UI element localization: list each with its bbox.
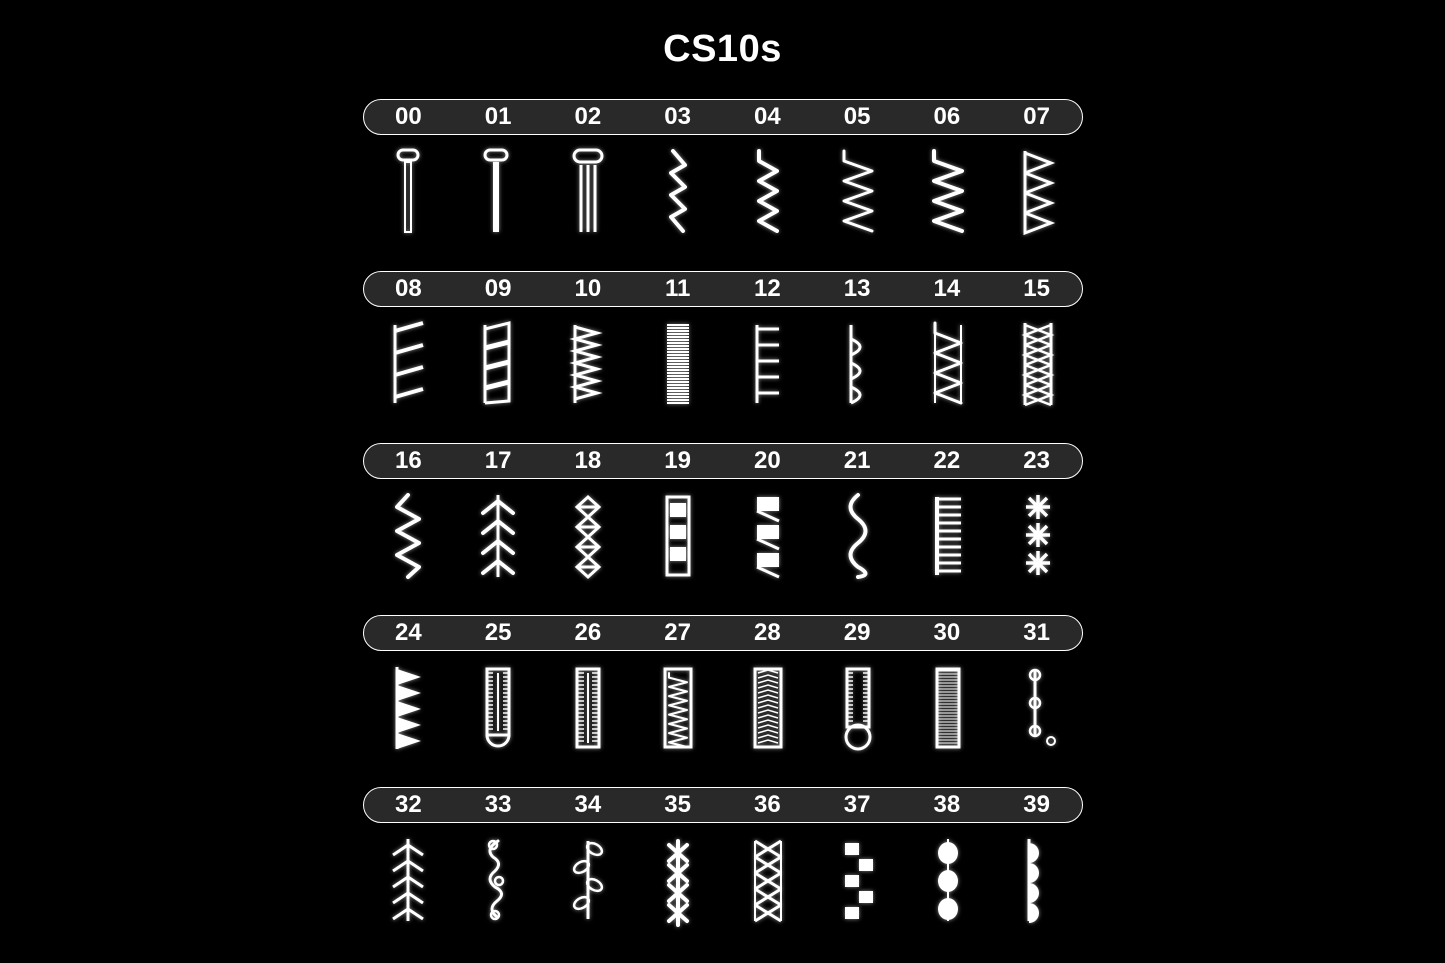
stitch-number-23: 23 — [992, 447, 1082, 475]
stitch-icon-blind-hem — [813, 315, 903, 415]
icons-bar-3 — [363, 659, 1083, 759]
stitch-number-33: 33 — [453, 791, 543, 819]
stitch-icon-overcast-loop — [453, 315, 543, 415]
stitch-icon-lattice-cross — [723, 831, 813, 931]
stitch-icon-buttonhole-zigzag — [633, 659, 723, 759]
stitch-icon-double-overlock — [903, 315, 993, 415]
stitch-row-3: 2425262728293031 — [363, 615, 1083, 759]
stitch-number-29: 29 — [812, 619, 902, 647]
stitch-icon-buttonhole-stretch — [723, 659, 813, 759]
icons-bar-1 — [363, 315, 1083, 415]
stitch-icon-serpentine — [813, 487, 903, 587]
stitch-number-06: 06 — [902, 103, 992, 131]
stitch-icon-step-blocks — [813, 831, 903, 931]
stitch-number-37: 37 — [812, 791, 902, 819]
header-bar-2: 1617181920212223 — [363, 443, 1083, 479]
stitch-icon-button-sew — [993, 659, 1083, 759]
stitch-row-4: 3233343536373839 — [363, 787, 1083, 931]
stitch-number-19: 19 — [633, 447, 723, 475]
chart-title: CS10s — [663, 28, 782, 71]
stitch-number-15: 15 — [992, 275, 1082, 303]
stitch-icon-buttonhole-bar — [903, 659, 993, 759]
stitch-number-02: 02 — [543, 103, 633, 131]
stitch-number-05: 05 — [812, 103, 902, 131]
stitch-number-32: 32 — [364, 791, 454, 819]
stitch-number-35: 35 — [633, 791, 723, 819]
stitch-number-25: 25 — [453, 619, 543, 647]
stitch-row-0: 0001020304050607 — [363, 99, 1083, 243]
icons-bar-0 — [363, 143, 1083, 243]
header-bar-1: 0809101112131415 — [363, 271, 1083, 307]
stitch-number-01: 01 — [453, 103, 543, 131]
stitch-number-00: 00 — [364, 103, 454, 131]
stitch-number-34: 34 — [543, 791, 633, 819]
stitch-number-28: 28 — [723, 619, 813, 647]
stitch-icon-buttonhole-square — [543, 659, 633, 759]
stitch-number-39: 39 — [992, 791, 1082, 819]
stitch-icon-satin-dense — [633, 315, 723, 415]
stitch-number-30: 30 — [902, 619, 992, 647]
stitch-icon-feather-edge — [543, 315, 633, 415]
stitch-icon-cross-chain — [633, 831, 723, 931]
stitch-number-09: 09 — [453, 275, 543, 303]
stitch-chart: 0001020304050607 0809101112131415 16171819… — [363, 99, 1083, 931]
stitch-icon-ladder-open — [723, 315, 813, 415]
stitch-number-38: 38 — [902, 791, 992, 819]
stitch-number-07: 07 — [992, 103, 1082, 131]
stitch-number-13: 13 — [812, 275, 902, 303]
stitch-number-20: 20 — [723, 447, 813, 475]
stitch-number-16: 16 — [364, 447, 454, 475]
stitch-number-27: 27 — [633, 619, 723, 647]
stitch-icon-zigzag-lightning — [633, 143, 723, 243]
stitch-icon-zigzag-narrow — [723, 143, 813, 243]
stitch-number-11: 11 — [633, 275, 723, 303]
stitch-icon-triangle-border — [993, 315, 1083, 415]
stitch-icon-leaf-branch — [543, 831, 633, 931]
stitch-icon-asterisks — [993, 487, 1083, 587]
stitch-number-08: 08 — [364, 275, 454, 303]
stitch-icon-straight-left — [453, 143, 543, 243]
stitch-icon-buttonhole-round — [453, 659, 543, 759]
stitch-number-36: 36 — [723, 791, 813, 819]
stitch-number-04: 04 — [723, 103, 813, 131]
stitch-icon-triangle-fill — [363, 659, 453, 759]
stitch-icon-straight-center — [363, 143, 453, 243]
stitch-icon-scroll-vine — [453, 831, 543, 931]
stitch-icon-zigzag-wide — [903, 143, 993, 243]
stitch-number-26: 26 — [543, 619, 633, 647]
icons-bar-2 — [363, 487, 1083, 587]
stitch-icon-cross-diamond — [543, 487, 633, 587]
stitch-number-31: 31 — [992, 619, 1082, 647]
stitch-icon-ric-rac — [363, 487, 453, 587]
stitch-icon-comb-edge — [903, 487, 993, 587]
stitch-number-03: 03 — [633, 103, 723, 131]
header-bar-0: 0001020304050607 — [363, 99, 1083, 135]
stitch-icon-straight-triple — [543, 143, 633, 243]
stitch-number-14: 14 — [902, 275, 992, 303]
header-bar-4: 3233343536373839 — [363, 787, 1083, 823]
stitch-number-12: 12 — [723, 275, 813, 303]
icons-bar-4 — [363, 831, 1083, 931]
stitch-number-18: 18 — [543, 447, 633, 475]
stitch-icon-pine-branch — [363, 831, 453, 931]
stitch-number-22: 22 — [902, 447, 992, 475]
stitch-icon-chevron-tree — [453, 487, 543, 587]
stitch-icon-overcast-slant — [363, 315, 453, 415]
stitch-row-2: 1617181920212223 — [363, 443, 1083, 587]
stitch-icon-zigzag-elastic — [813, 143, 903, 243]
stitch-icon-block-satin — [633, 487, 723, 587]
stitch-icon-zigzag-triangle — [993, 143, 1083, 243]
stitch-number-17: 17 — [453, 447, 543, 475]
stitch-number-24: 24 — [364, 619, 454, 647]
stitch-icon-buttonhole-keyhole — [813, 659, 903, 759]
header-bar-3: 2425262728293031 — [363, 615, 1083, 651]
stitch-icon-zigzag-block — [723, 487, 813, 587]
stitch-icon-bead-chain — [903, 831, 993, 931]
stitch-row-1: 0809101112131415 — [363, 271, 1083, 415]
stitch-number-21: 21 — [812, 447, 902, 475]
stitch-number-10: 10 — [543, 275, 633, 303]
stitch-icon-half-scallop — [993, 831, 1083, 931]
